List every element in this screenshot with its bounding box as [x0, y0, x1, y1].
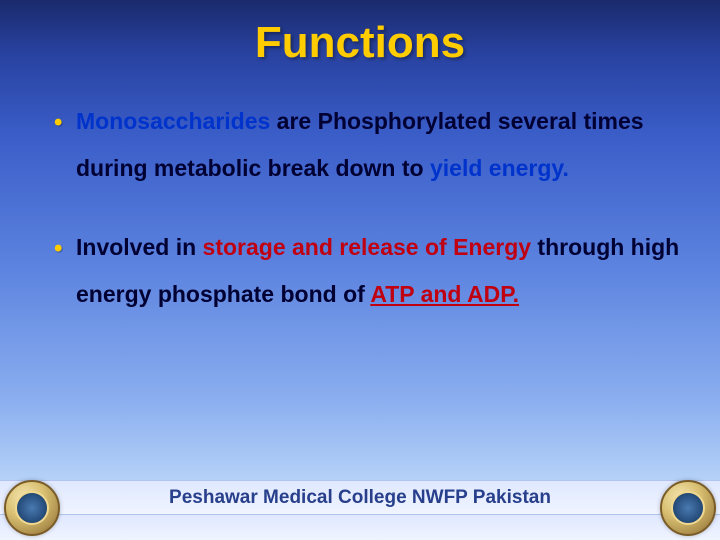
slide: Functions Monosaccharides are Phosphoryl…	[0, 0, 720, 540]
bullet-list: Monosaccharides are Phosphorylated sever…	[48, 98, 680, 319]
bullet-item: Monosaccharides are Phosphorylated sever…	[48, 98, 680, 192]
crest-icon	[660, 480, 716, 536]
text-span: Involved in	[76, 234, 203, 260]
slide-title: Functions	[0, 18, 720, 68]
crest-icon	[4, 480, 60, 536]
bullet-item: Involved in storage and release of Energ…	[48, 224, 680, 318]
slide-content: Monosaccharides are Phosphorylated sever…	[0, 98, 720, 319]
text-span: ATP and ADP.	[370, 281, 519, 307]
text-span: Monosaccharides	[76, 108, 270, 134]
text-span: yield energy.	[430, 155, 569, 181]
footer-bar-lower	[0, 514, 720, 540]
footer-bar: Peshawar Medical College NWFP Pakistan	[0, 480, 720, 514]
text-span: storage and release of Energy	[203, 234, 532, 260]
footer-text: Peshawar Medical College NWFP Pakistan	[169, 487, 551, 508]
